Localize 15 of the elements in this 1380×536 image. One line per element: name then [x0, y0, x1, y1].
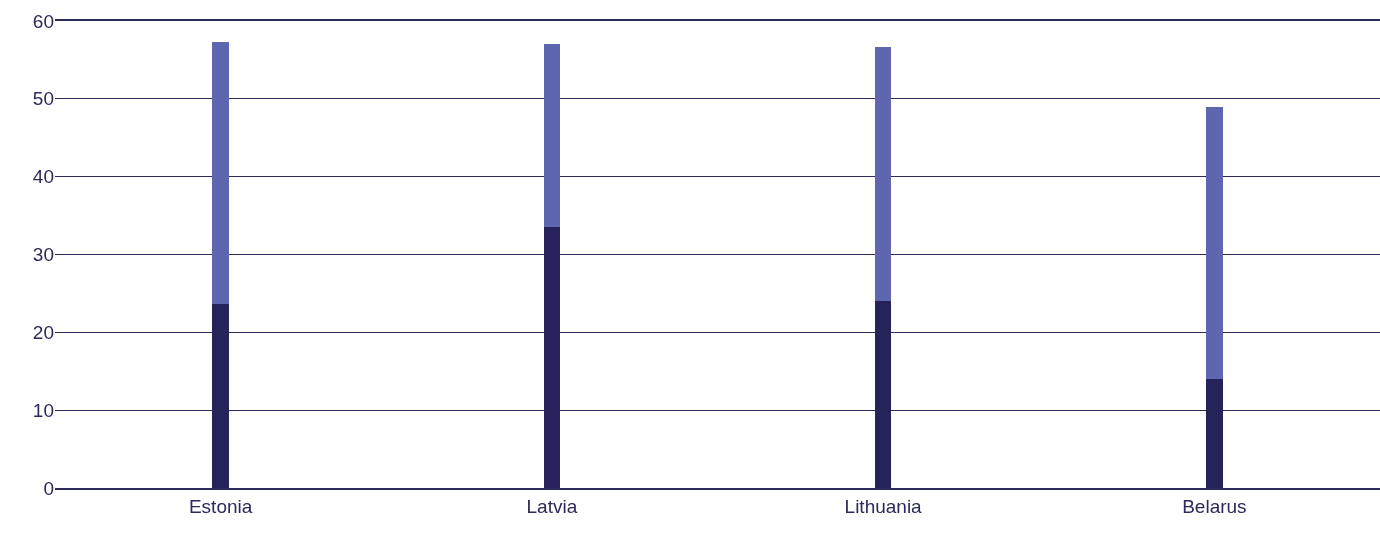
y-tick-label: 30	[32, 244, 54, 266]
bar	[543, 44, 561, 228]
y-tick-label: 10	[32, 399, 54, 421]
y-tick-label: 20	[32, 321, 54, 343]
x-tick-label: Belarus	[1182, 495, 1247, 517]
bar	[874, 46, 892, 302]
x-tick-label: Estonia	[188, 495, 253, 517]
x-tick-label: Lithuania	[844, 495, 923, 517]
bar	[212, 42, 229, 305]
y-tick-label: 50	[32, 88, 54, 110]
y-tick-label: 60	[32, 10, 54, 32]
y-tick-label: 40	[32, 166, 54, 188]
y-tick-label: 0	[43, 477, 54, 499]
bar	[1206, 106, 1223, 380]
x-tick-label: Latvia	[526, 495, 578, 517]
